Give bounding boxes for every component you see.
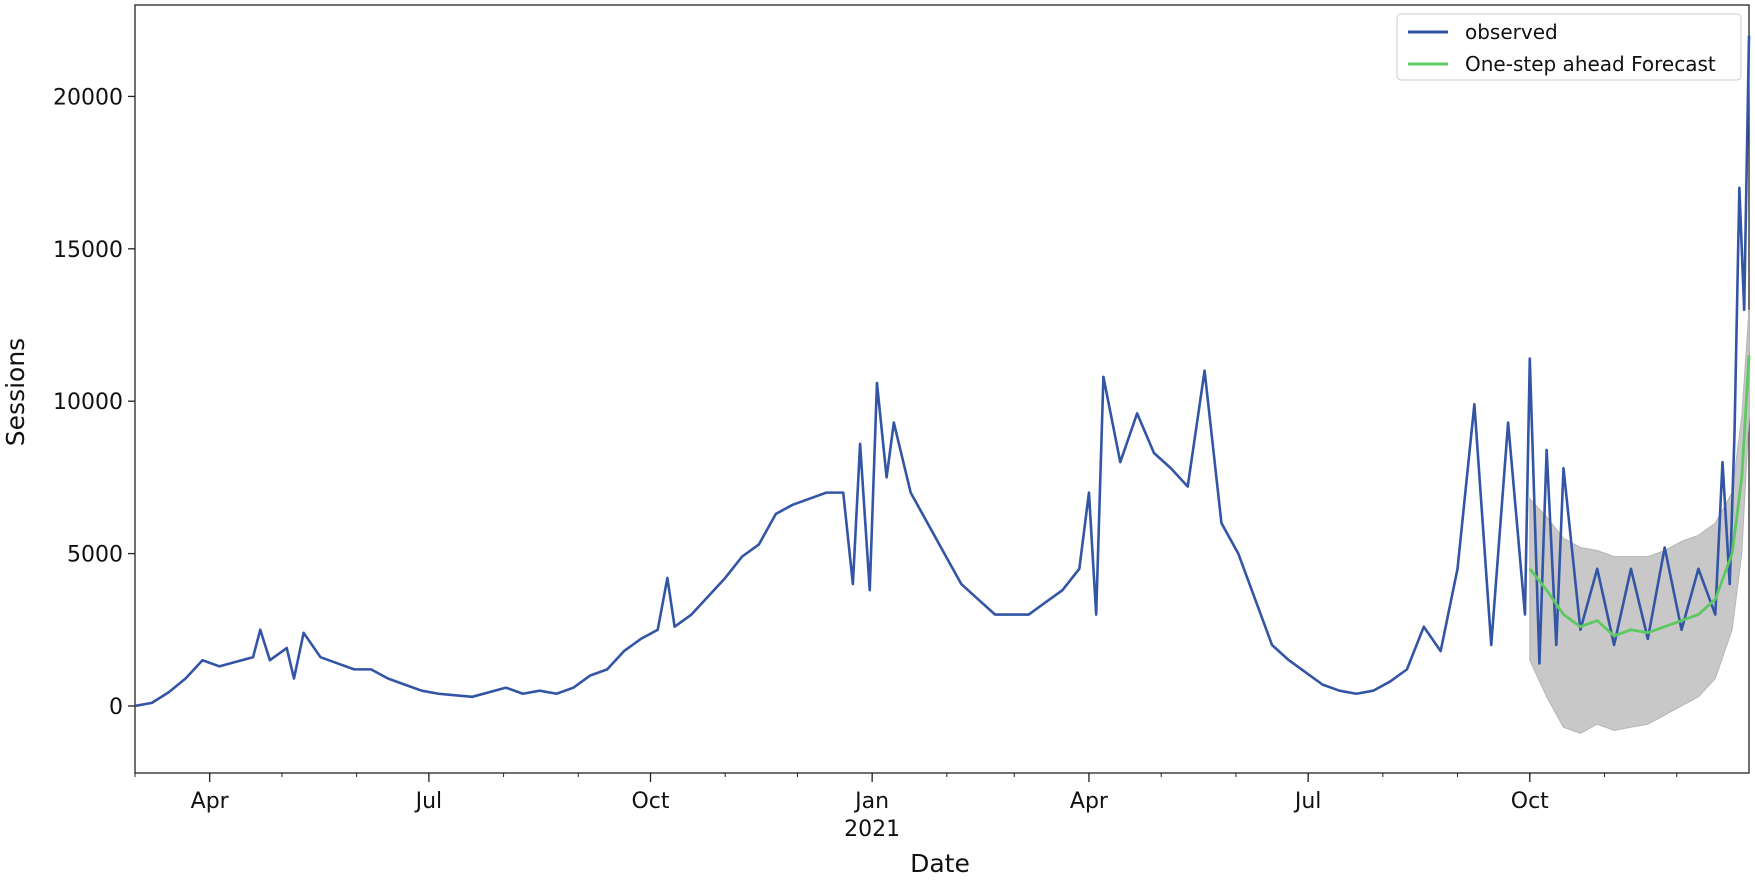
x-tick-label: Apr (191, 789, 230, 814)
x-tick-label: Apr (1070, 789, 1109, 814)
x-tick-label: Jan (853, 789, 889, 814)
x-tick-label: Jul (1293, 789, 1322, 814)
x-axis-label: Date (910, 849, 970, 878)
y-tick-label: 0 (109, 695, 123, 720)
series-layer (134, 35, 1751, 708)
legend-box (1396, 13, 1742, 81)
x-tick-label: Jul (414, 789, 443, 814)
series-line-observed (134, 35, 1751, 708)
y-tick-label: 5000 (67, 543, 123, 568)
y-tick-label: 10000 (53, 390, 123, 415)
legend: observed One-step ahead Forecast (1396, 13, 1742, 81)
x-tick-label: Oct (631, 789, 669, 814)
confidence-band-layer (1529, 309, 1750, 734)
y-tick-label: 20000 (53, 85, 123, 110)
legend-label-observed: observed (1465, 20, 1558, 44)
x-axis: Apr Jul Oct Jan 2021 Apr Jul Oct (134, 773, 1678, 842)
x-tick-label: Oct (1511, 789, 1549, 814)
legend-label-forecast: One-step ahead Forecast (1465, 52, 1716, 76)
forecast-confidence-band (1529, 309, 1750, 734)
x-tick-year-label: 2021 (844, 817, 900, 842)
plot-frame (134, 4, 1750, 774)
series-line-forecast (1528, 355, 1751, 638)
y-axis: 0 5000 10000 15000 20000 (53, 85, 135, 720)
y-axis-label: Sessions (1, 338, 30, 446)
y-tick-label: 15000 (53, 238, 123, 263)
